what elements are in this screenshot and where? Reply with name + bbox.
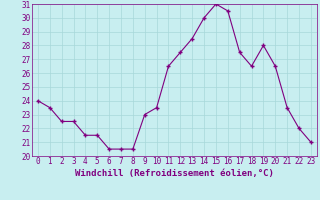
X-axis label: Windchill (Refroidissement éolien,°C): Windchill (Refroidissement éolien,°C) [75, 169, 274, 178]
